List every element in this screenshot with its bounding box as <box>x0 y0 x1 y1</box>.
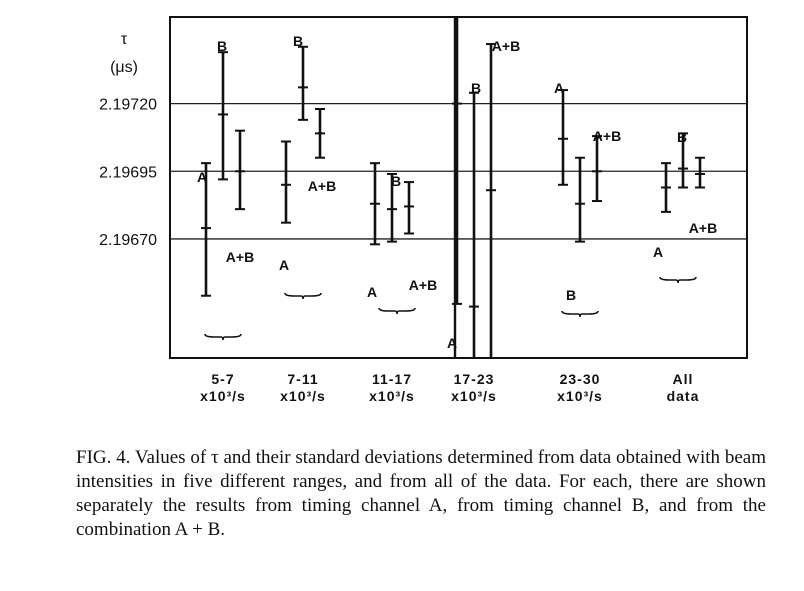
series-label-b: B <box>391 173 401 189</box>
series-label-aplusb: A+B <box>593 128 621 144</box>
category-label: 17-23 <box>454 371 495 387</box>
y-tick-label: 2.19720 <box>99 97 157 114</box>
series-label-a: A <box>367 284 377 300</box>
series-label-b: B <box>217 38 227 54</box>
category-label: 11-17 <box>372 371 412 387</box>
group-brace <box>204 333 242 341</box>
category-unit-label: x10³/s <box>451 388 497 404</box>
series-label-a: A <box>554 80 564 96</box>
marks-layer <box>201 16 705 359</box>
series-label-b: B <box>677 129 687 145</box>
series-label-b: B <box>566 287 576 303</box>
series-label-b: B <box>293 33 303 49</box>
category-label: All <box>673 371 694 387</box>
category-unit-label: x10³/s <box>557 388 603 404</box>
series-label-aplusb: A+B <box>689 220 717 236</box>
series-label-b: B <box>471 80 481 96</box>
category-unit-label: x10³/s <box>369 388 415 404</box>
series-label-a: A <box>279 257 289 273</box>
y-tick-label: 2.19670 <box>99 232 157 249</box>
text-layer: 2.197202.196952.19670τ(μs)5-7x10³/s7-11x… <box>99 31 717 404</box>
y-axis-label-unit: (μs) <box>110 59 138 76</box>
series-label-a: A <box>447 335 457 351</box>
series-label-aplusb: A+B <box>409 277 437 293</box>
group-brace <box>561 310 599 318</box>
series-label-aplusb: A+B <box>492 38 520 54</box>
figure-caption: FIG. 4. Values of τ and their standard d… <box>76 447 766 540</box>
category-label: 23-30 <box>560 371 601 387</box>
grid-layer <box>170 102 747 240</box>
group-brace <box>284 292 322 300</box>
series-label-a: A <box>197 169 207 185</box>
group-brace <box>659 276 697 284</box>
category-unit-label: data <box>667 388 700 404</box>
plot-frame <box>169 16 748 359</box>
y-axis-label-symbol: τ <box>121 31 128 48</box>
series-label-aplusb: A+B <box>226 249 254 265</box>
y-tick-label: 2.19695 <box>99 164 157 181</box>
category-unit-label: x10³/s <box>280 388 326 404</box>
group-brace <box>378 307 416 315</box>
category-unit-label: x10³/s <box>200 388 246 404</box>
category-label: 5-7 <box>211 371 234 387</box>
category-label: 7-11 <box>287 371 318 387</box>
series-label-a: A <box>653 244 663 260</box>
series-label-aplusb: A+B <box>308 178 336 194</box>
